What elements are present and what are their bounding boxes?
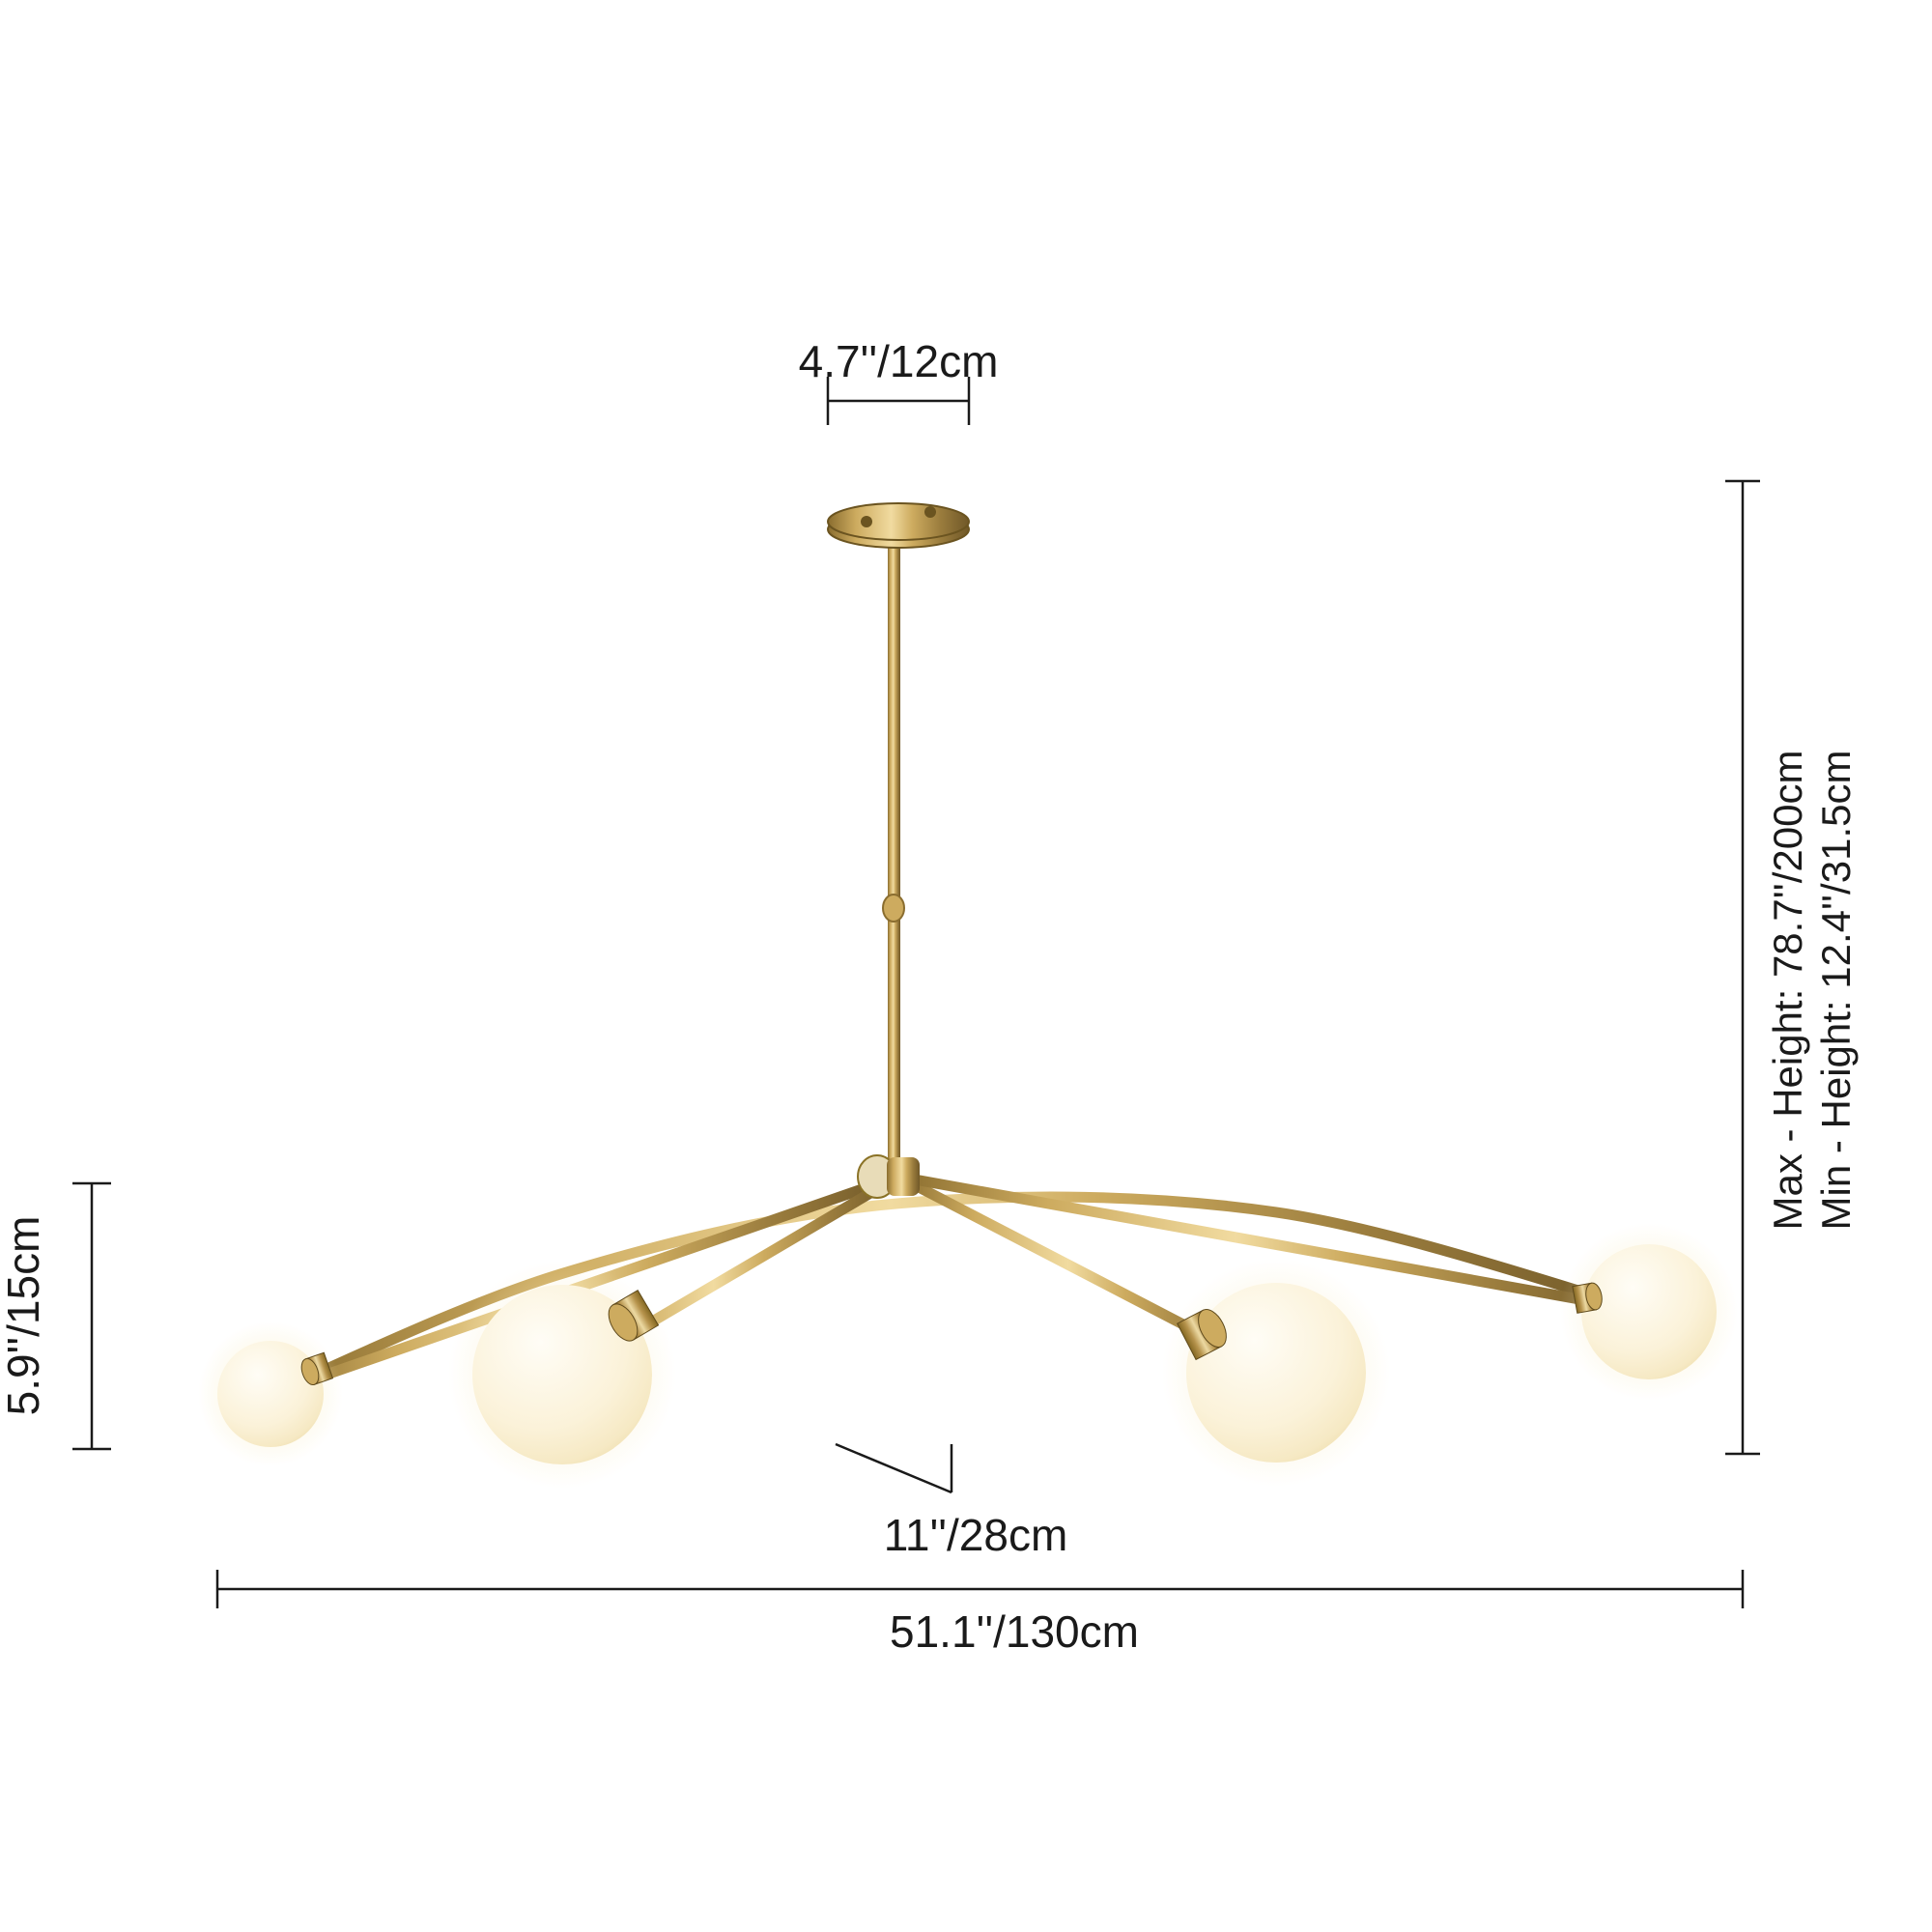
svg-text:Max - Height: 78.7''/200cm: Max - Height: 78.7''/200cm bbox=[1765, 751, 1810, 1231]
svg-text:11''/28cm: 11''/28cm bbox=[884, 1510, 1068, 1560]
svg-text:4.7''/12cm: 4.7''/12cm bbox=[799, 336, 999, 386]
svg-text:5.9''/15cm: 5.9''/15cm bbox=[0, 1216, 48, 1416]
svg-text:51.1''/130cm: 51.1''/130cm bbox=[890, 1606, 1139, 1657]
svg-text:Min - Height: 12.4''/31.5cm: Min - Height: 12.4''/31.5cm bbox=[1813, 751, 1859, 1231]
